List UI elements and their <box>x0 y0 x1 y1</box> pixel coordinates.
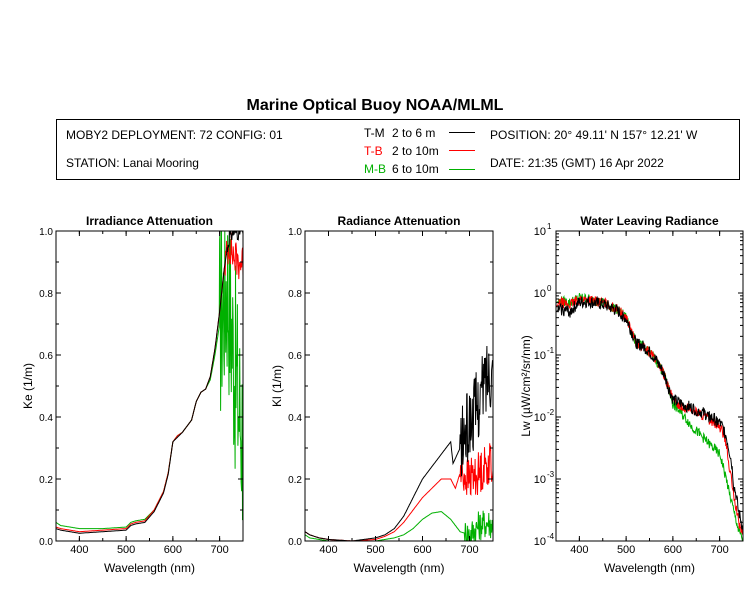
water-leaving-ytick-label: 10 <box>534 288 546 300</box>
radiance-ytick-label: 0.2 <box>288 475 302 486</box>
water-leaving-ytick-label: 10 <box>534 350 546 362</box>
irradiance-ytick-label: 1.0 <box>39 227 53 238</box>
irradiance-plot-frame <box>55 230 244 542</box>
water-leaving-ytick-label: 10 <box>534 536 546 548</box>
irradiance-xtick-label: 400 <box>70 544 88 556</box>
radiance-series-m-b <box>305 510 493 541</box>
water-leaving-xtick-label: 600 <box>664 544 682 556</box>
radiance-ylabel: Kl (1/m) <box>270 365 284 407</box>
water-leaving-series-group <box>556 292 743 541</box>
radiance-xtick-label: 400 <box>319 544 337 556</box>
irradiance-ytick-label: 0.8 <box>39 289 53 300</box>
deployment-label: MOBY2 DEPLOYMENT: 72 CONFIG: 01 <box>66 128 283 142</box>
station-label: STATION: Lanai Mooring <box>66 156 199 170</box>
water-leaving-ylabel: Lw (µW/cm²/sr/nm) <box>519 335 533 437</box>
irradiance-series-m-b <box>56 231 243 530</box>
irradiance-ytick-label: 0.0 <box>39 537 53 548</box>
irradiance-ylabel: Ke (1/m) <box>21 363 35 409</box>
legend-code-tm: T-M <box>364 126 385 140</box>
radiance-xtick-label: 500 <box>366 544 384 556</box>
irradiance-xtick-label: 500 <box>117 544 135 556</box>
page-title: Marine Optical Buoy NOAA/MLML <box>246 97 504 114</box>
irradiance-xtick-label: 600 <box>164 544 182 556</box>
irradiance-series-t-m <box>56 231 243 534</box>
irradiance-series-group <box>56 231 243 534</box>
water-leaving-ytick-exponent: 1 <box>547 222 552 231</box>
water-leaving-xlabel: Wavelength (nm) <box>604 561 695 575</box>
water-leaving-xtick-label: 700 <box>710 544 728 556</box>
water-leaving-plot-frame <box>555 230 744 542</box>
radiance-xtick-label: 600 <box>413 544 431 556</box>
radiance-ytick-label: 0.6 <box>288 351 302 362</box>
radiance-ytick-label: 0.0 <box>288 537 302 548</box>
deployment-info-box: MOBY2 DEPLOYMENT: 72 CONFIG: 01 STATION:… <box>56 119 740 180</box>
radiance-series-group <box>305 345 493 541</box>
water-leaving-ytick-exponent: -1 <box>547 346 555 355</box>
water-leaving-ytick-label: 10 <box>534 412 546 424</box>
irradiance-xtick-label: 700 <box>210 544 228 556</box>
legend-line-mb <box>449 169 475 170</box>
legend-line-tb <box>449 150 475 151</box>
legend-range-tm: 2 to 6 m <box>392 126 436 140</box>
legend-range-mb: 6 to 10m <box>392 162 439 176</box>
radiance-ytick-label: 0.8 <box>288 289 302 300</box>
water-leaving-xtick-label: 500 <box>617 544 635 556</box>
water-leaving-series-t-m <box>556 295 743 530</box>
water-leaving-ytick-exponent: -4 <box>547 532 555 541</box>
irradiance-ytick-label: 0.6 <box>39 351 53 362</box>
irradiance-ytick-label: 0.2 <box>39 475 53 486</box>
water-leaving-ytick-exponent: -3 <box>547 470 555 479</box>
water-leaving-ytick-exponent: 0 <box>547 284 552 293</box>
irradiance-ytick-label: 0.4 <box>39 413 53 424</box>
water-leaving-ytick-exponent: -2 <box>547 408 555 417</box>
irradiance-series-t-b <box>56 232 243 533</box>
radiance-xlabel: Wavelength (nm) <box>354 561 445 575</box>
radiance-plot-frame <box>304 230 494 542</box>
date-label: DATE: 21:35 (GMT) 16 Apr 2022 <box>490 156 664 170</box>
radiance-ytick-label: 1.0 <box>288 227 302 238</box>
radiance-xtick-label: 700 <box>460 544 478 556</box>
radiance-chart-title: Radiance Attenuation <box>338 214 461 228</box>
position-label: POSITION: 20° 49.11' N 157° 12.21' W <box>490 128 698 142</box>
legend-line-tm <box>449 132 475 133</box>
radiance-series-t-m <box>305 345 493 541</box>
water-leaving-ytick-label: 10 <box>534 226 546 238</box>
water-leaving-ytick-label: 10 <box>534 474 546 486</box>
irradiance-xlabel: Wavelength (nm) <box>104 561 195 575</box>
legend-code-mb: M-B <box>364 162 386 176</box>
water-leaving-xtick-label: 400 <box>570 544 588 556</box>
irradiance-chart-title: Irradiance Attenuation <box>86 214 213 228</box>
radiance-ytick-label: 0.4 <box>288 413 302 424</box>
water-leaving-chart-title: Water Leaving Radiance <box>580 214 719 228</box>
legend-range-tb: 2 to 10m <box>392 144 439 158</box>
legend-code-tb: T-B <box>364 144 383 158</box>
